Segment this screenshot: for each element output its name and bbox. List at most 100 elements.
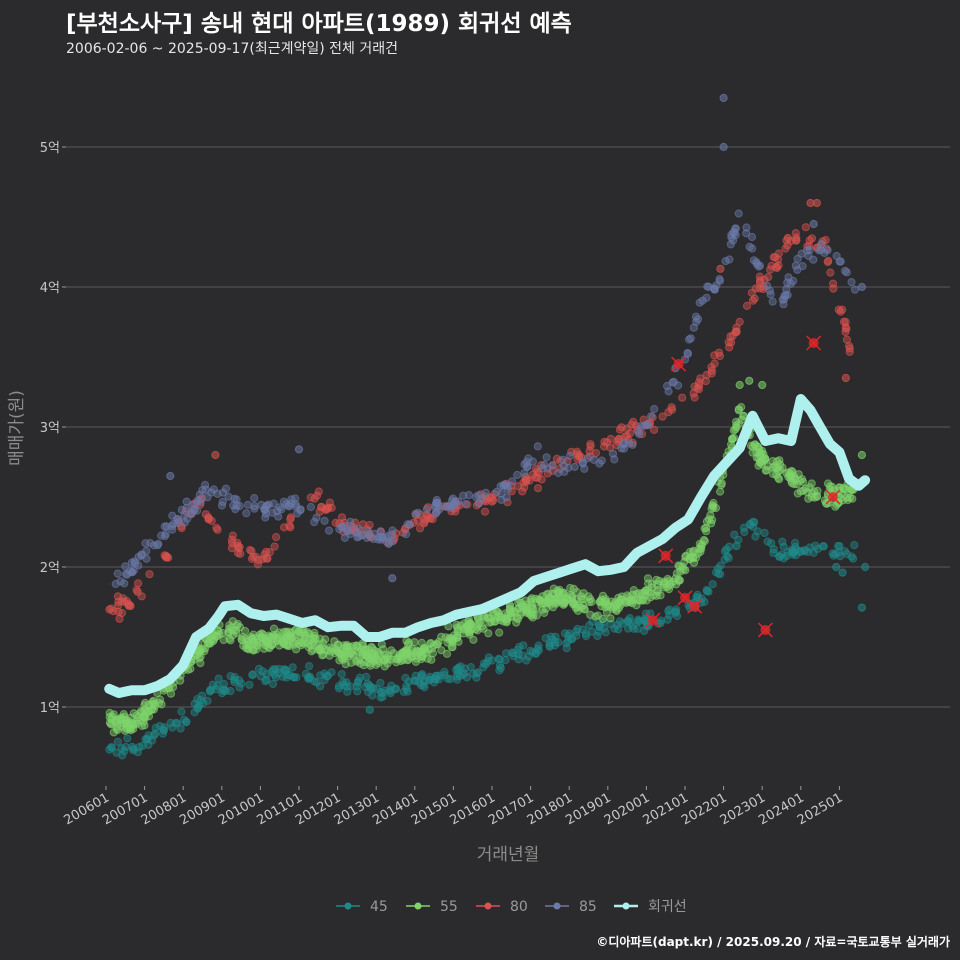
- data-point: [460, 664, 470, 673]
- data-point: [769, 548, 778, 557]
- data-point: [210, 631, 219, 640]
- data-point: [692, 317, 701, 326]
- data-point: [261, 513, 270, 522]
- data-point: [320, 516, 329, 526]
- data-point: [653, 580, 662, 589]
- data-point: [513, 482, 523, 491]
- data-point: [812, 198, 822, 208]
- data-point: [432, 507, 441, 517]
- data-point: [306, 502, 315, 512]
- data-point: [723, 552, 732, 561]
- data-point: [292, 673, 301, 682]
- data-point: [524, 454, 533, 463]
- data-point: [669, 377, 678, 386]
- data-point: [719, 93, 728, 103]
- data-point: [666, 579, 675, 588]
- data-point: [503, 611, 512, 620]
- data-point: [695, 298, 704, 307]
- data-point: [420, 519, 429, 528]
- data-point: [358, 641, 367, 650]
- data-point: [558, 599, 568, 608]
- data-point: [618, 619, 628, 628]
- data-point: [551, 596, 561, 605]
- data-point: [786, 279, 795, 288]
- data-point: [533, 484, 543, 493]
- data-point: [644, 585, 653, 595]
- y-tick-label: 1억: [40, 701, 60, 716]
- data-point: [134, 561, 143, 570]
- cancelled-trade-marker: [757, 622, 773, 638]
- data-point: [801, 223, 810, 232]
- data-point: [398, 649, 407, 658]
- data-point: [440, 667, 449, 677]
- data-point: [523, 461, 532, 471]
- data-point: [465, 628, 474, 637]
- data-point: [614, 625, 623, 634]
- series-55: [105, 376, 867, 737]
- data-point: [582, 632, 591, 641]
- data-point: [272, 630, 281, 639]
- data-point: [312, 513, 321, 522]
- data-point: [594, 627, 603, 636]
- data-point: [317, 502, 326, 512]
- data-point: [285, 641, 294, 651]
- data-point: [507, 487, 516, 496]
- data-point: [382, 653, 391, 662]
- data-point: [841, 485, 850, 494]
- data-point: [650, 425, 659, 434]
- data-point: [742, 229, 751, 238]
- data-point: [168, 723, 177, 732]
- data-point: [120, 746, 129, 756]
- data-point: [526, 595, 536, 604]
- y-axis-title: 매매가(원): [7, 390, 27, 466]
- data-point: [586, 610, 595, 619]
- data-point: [474, 499, 483, 508]
- legend-item-85: 85: [545, 899, 597, 915]
- data-point: [314, 487, 323, 496]
- data-point: [768, 297, 777, 306]
- data-point: [528, 457, 538, 466]
- data-point: [857, 450, 867, 460]
- data-point: [609, 602, 618, 612]
- data-point: [664, 387, 673, 396]
- data-point: [767, 261, 776, 270]
- data-point: [218, 628, 227, 638]
- data-point: [354, 642, 363, 652]
- data-point: [601, 603, 610, 612]
- data-point: [623, 424, 632, 433]
- data-point: [565, 451, 575, 460]
- data-point: [650, 404, 659, 414]
- data-point: [405, 520, 414, 529]
- data-point: [732, 541, 741, 551]
- data-point: [800, 545, 810, 555]
- data-point: [145, 570, 154, 579]
- data-point: [267, 640, 276, 650]
- legend-dot: [344, 902, 352, 910]
- data-point: [318, 651, 327, 660]
- data-point: [518, 602, 527, 612]
- data-point: [600, 442, 609, 451]
- data-point: [227, 544, 236, 553]
- data-point: [850, 285, 860, 294]
- legend-label: 회귀선: [648, 899, 687, 915]
- data-point: [233, 548, 243, 558]
- data-point: [128, 742, 137, 752]
- data-point: [766, 290, 775, 299]
- data-point: [244, 637, 253, 647]
- data-point: [823, 246, 832, 255]
- data-point: [310, 518, 319, 527]
- cancelled-trade-marker: [806, 335, 822, 351]
- data-point: [791, 261, 800, 270]
- data-point: [423, 512, 432, 521]
- data-point: [686, 334, 695, 343]
- data-point: [221, 484, 231, 493]
- data-point: [731, 224, 740, 233]
- data-point: [477, 494, 486, 503]
- cancel-x-line: [825, 489, 841, 505]
- legend-item-80: 80: [476, 899, 528, 915]
- data-point: [838, 305, 847, 314]
- data-point: [838, 568, 847, 577]
- data-point: [550, 641, 559, 650]
- cancel-x-line: [757, 622, 773, 638]
- data-point: [402, 530, 411, 539]
